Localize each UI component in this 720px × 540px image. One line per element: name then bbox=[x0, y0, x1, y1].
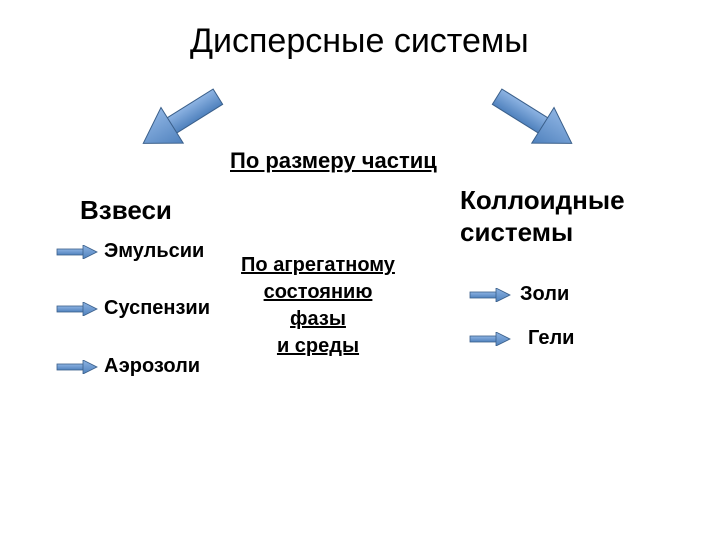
item-emulsion: Эмульсии bbox=[104, 240, 204, 263]
item-gel: Гели bbox=[528, 327, 574, 350]
arrow-right-big bbox=[455, 70, 585, 152]
subtitle-particle-size: По размеру частиц bbox=[230, 148, 437, 174]
subtitle2-line2: состоянию bbox=[264, 281, 373, 303]
arrow-left-big bbox=[130, 70, 260, 152]
item-suspension: Суспензии bbox=[104, 297, 210, 320]
arrow-small-icon bbox=[55, 245, 99, 259]
category-vzvesi: Взвеси bbox=[80, 195, 172, 226]
arrow-small-icon bbox=[468, 288, 512, 302]
subtitle2-line1: По агрегатному bbox=[241, 254, 395, 276]
item-sol: Золи bbox=[520, 283, 569, 306]
subtitle2-line3: фазы bbox=[290, 308, 346, 330]
category-colloidal-line2: системы bbox=[460, 217, 573, 248]
item-aerosol: Аэрозоли bbox=[104, 355, 200, 378]
arrow-small-icon bbox=[55, 360, 99, 374]
arrow-small-icon bbox=[468, 332, 512, 346]
diagram-canvas: Дисперсные системы По размеру частиц Вз bbox=[0, 0, 720, 540]
subtitle2-line4: и среды bbox=[277, 335, 359, 357]
subtitle-aggregate-state: По агрегатному состоянию фазы и среды bbox=[218, 252, 418, 360]
arrow-small-icon bbox=[55, 302, 99, 316]
category-colloidal-line1: Коллоидные bbox=[460, 185, 625, 216]
title: Дисперсные системы bbox=[190, 22, 529, 61]
